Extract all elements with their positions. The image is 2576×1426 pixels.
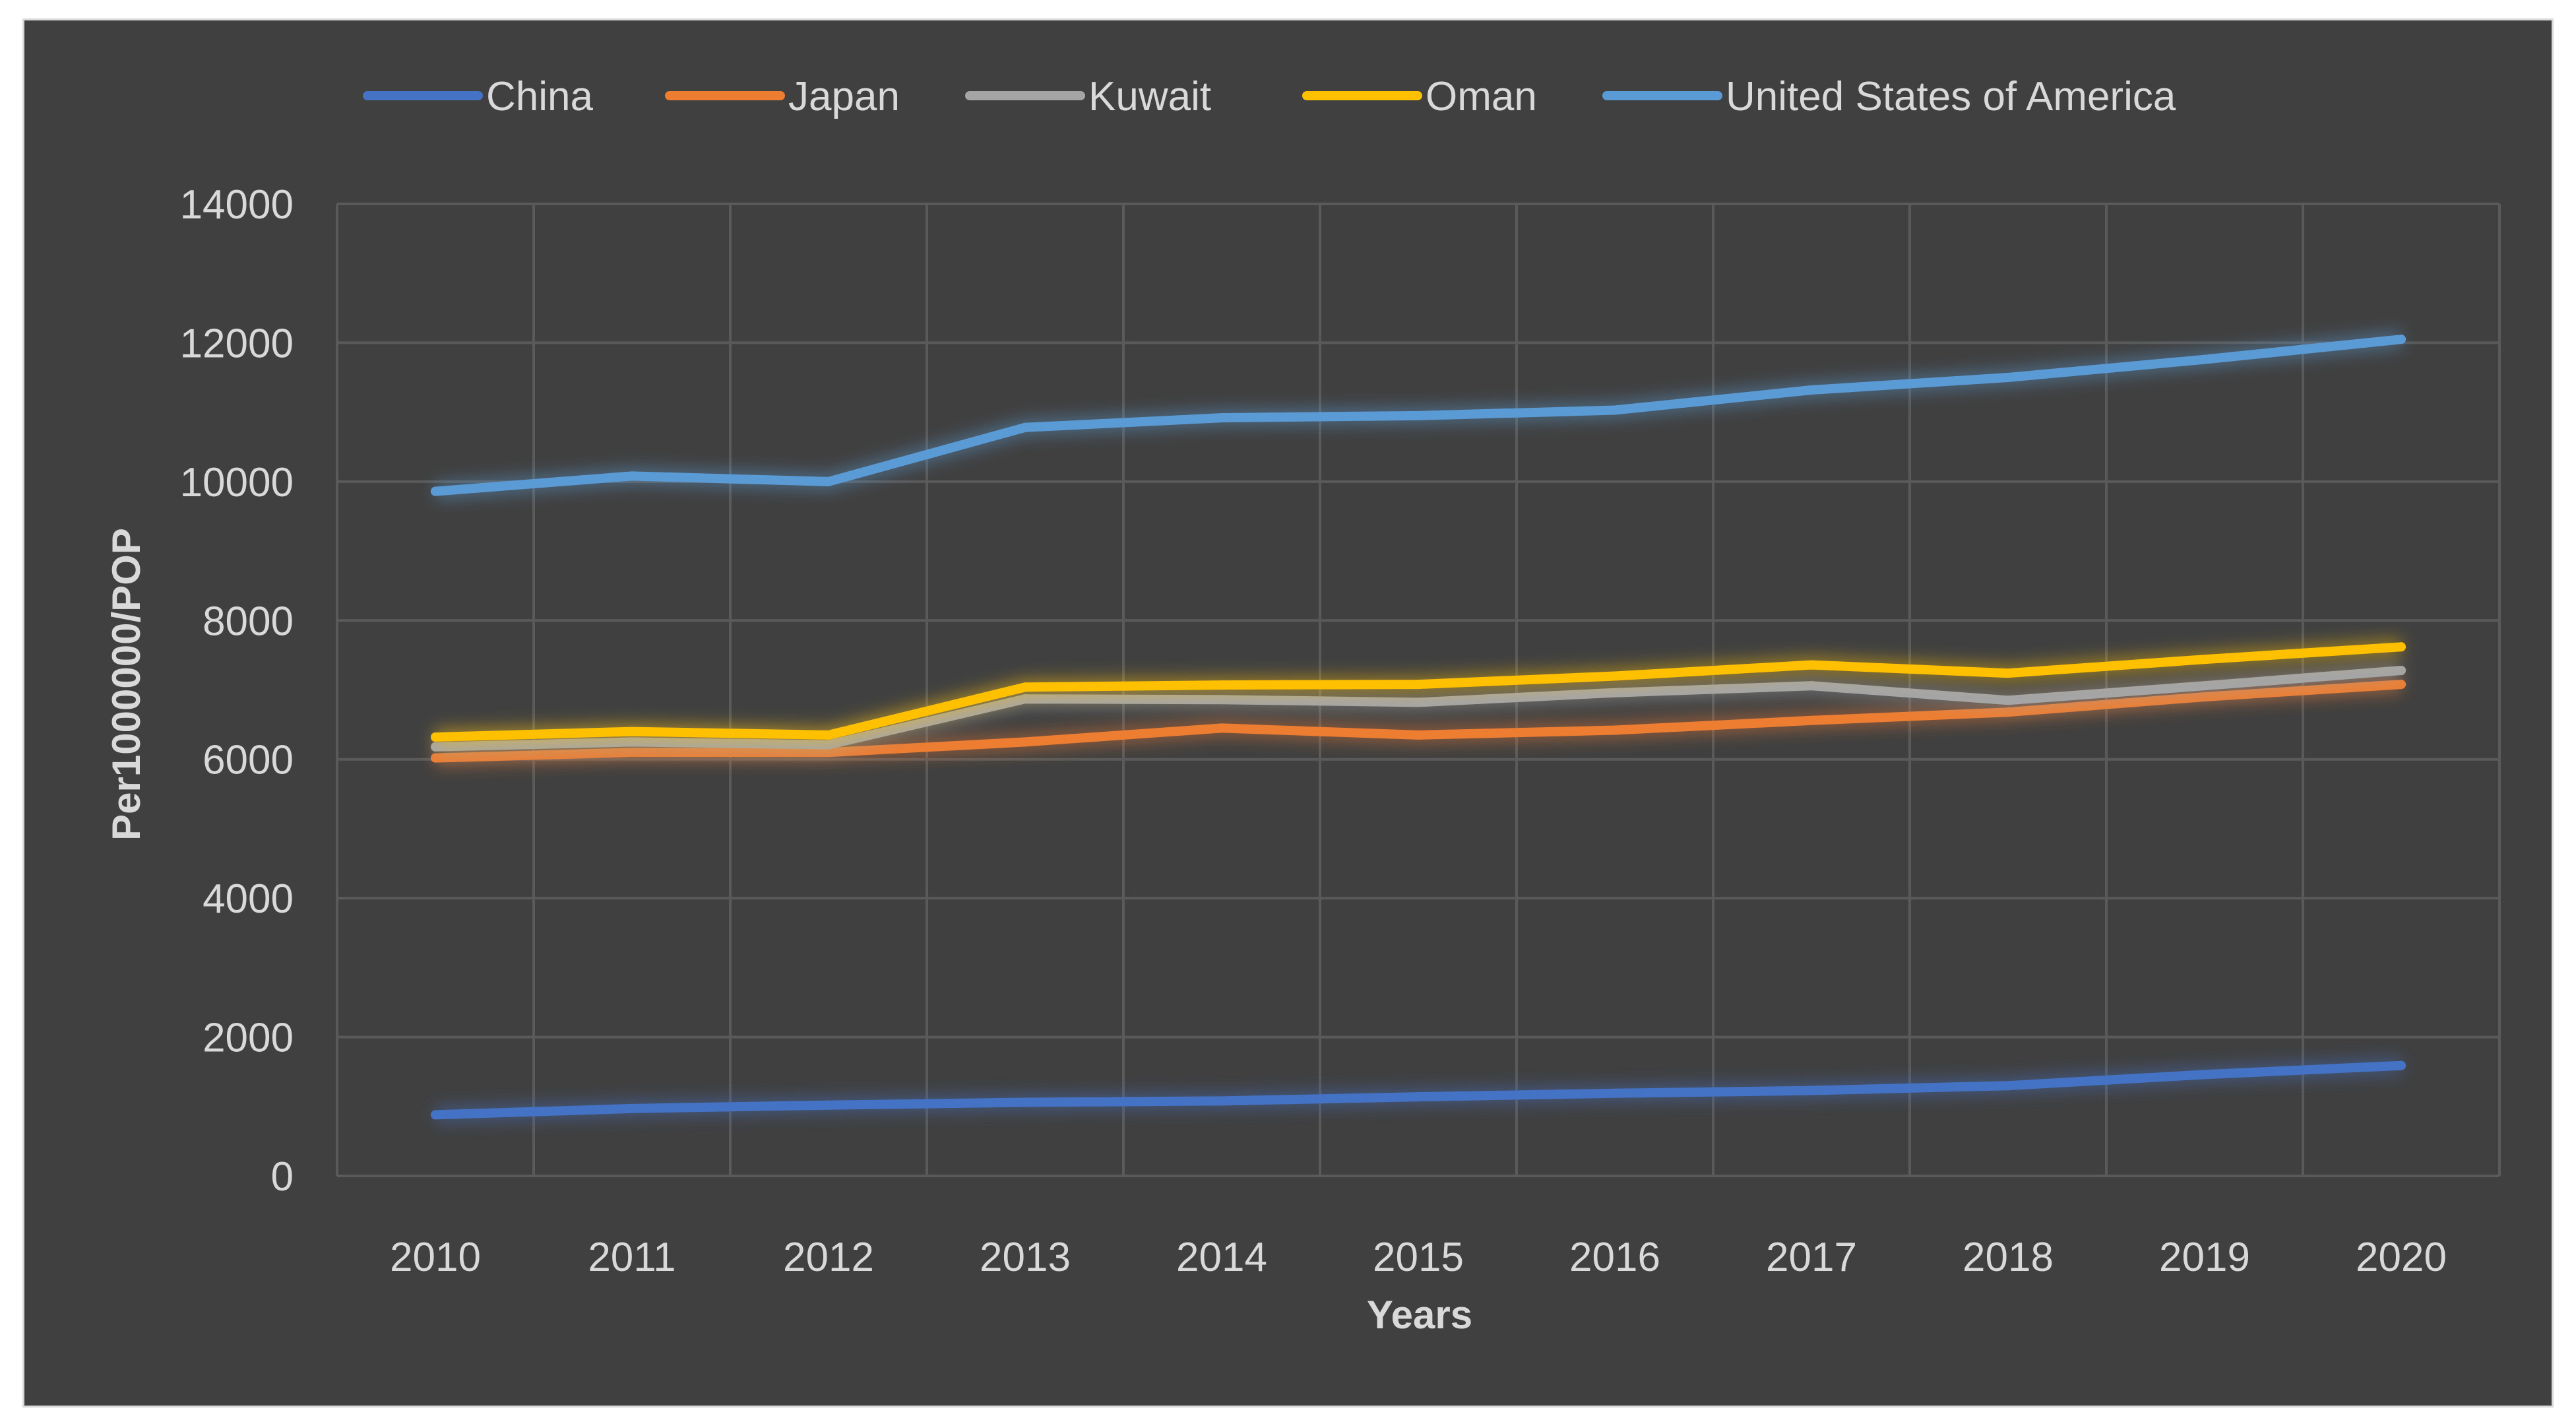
x-tick-label: 2016 xyxy=(1569,1235,1660,1280)
data-point xyxy=(2397,642,2406,652)
data-point xyxy=(1807,715,1816,725)
data-point xyxy=(431,486,440,496)
data-point xyxy=(2397,1060,2406,1070)
data-point xyxy=(1610,671,1619,681)
y-tick-label: 6000 xyxy=(203,738,294,783)
x-tick-label: 2019 xyxy=(2159,1235,2250,1280)
data-point xyxy=(1217,723,1226,733)
x-axis-title: Years xyxy=(1367,1293,1472,1337)
y-axis-tick-labels: 0 2000 4000 6000 8000 10000 12000 14000 xyxy=(180,182,294,1200)
data-point xyxy=(1414,1092,1423,1102)
data-point xyxy=(1807,1086,1816,1095)
data-point xyxy=(2003,707,2013,717)
legend-label: United States of America xyxy=(1726,74,2176,119)
legend-item: Kuwait xyxy=(965,74,1211,119)
y-tick-label: 4000 xyxy=(203,876,294,922)
series-china xyxy=(431,1056,2406,1124)
x-tick-label: 2010 xyxy=(390,1235,481,1280)
legend-label: Japan xyxy=(788,74,900,119)
data-point xyxy=(2003,1081,2013,1091)
data-point xyxy=(431,1110,440,1120)
y-tick-label: 14000 xyxy=(180,182,294,228)
data-point xyxy=(2200,354,2209,364)
data-point xyxy=(1610,688,1619,697)
data-point xyxy=(1021,694,1030,704)
chart-frame: 0 2000 4000 6000 8000 10000 12000 14000 2010 201… xyxy=(22,18,2554,1408)
y-tick-label: 8000 xyxy=(203,599,294,644)
data-point xyxy=(627,727,637,736)
data-point xyxy=(2397,335,2406,344)
data-point xyxy=(2200,1070,2209,1080)
data-point xyxy=(824,476,833,486)
data-point xyxy=(2397,666,2406,676)
series-lines xyxy=(431,331,2406,1124)
data-point xyxy=(431,753,440,763)
data-point xyxy=(1807,385,1816,395)
data-point xyxy=(627,1103,637,1113)
data-point xyxy=(2200,692,2209,702)
x-tick-label: 2017 xyxy=(1766,1235,1857,1280)
x-tick-label: 2011 xyxy=(588,1235,675,1280)
data-point xyxy=(1807,660,1816,670)
legend-item: Oman xyxy=(1302,74,1537,119)
data-point xyxy=(1610,1088,1619,1098)
legend-label: Oman xyxy=(1426,74,1537,119)
series-oman xyxy=(431,638,2406,746)
data-point xyxy=(627,471,637,481)
y-tick-label: 12000 xyxy=(180,321,294,366)
data-point xyxy=(1414,697,1423,707)
x-tick-label: 2014 xyxy=(1176,1235,1267,1280)
data-point xyxy=(1807,681,1816,691)
data-point xyxy=(1021,1097,1030,1107)
data-point xyxy=(1021,737,1030,747)
data-point xyxy=(1217,413,1226,423)
data-point xyxy=(2003,373,2013,383)
data-point xyxy=(2003,696,2013,705)
x-tick-label: 2020 xyxy=(2356,1235,2447,1280)
data-point xyxy=(2397,680,2406,690)
legend: China Japan Kuwait Oman United States of Ame… xyxy=(363,74,2176,119)
data-point xyxy=(824,1100,833,1110)
y-tick-label: 2000 xyxy=(203,1016,294,1061)
data-point xyxy=(1217,680,1226,690)
legend-label: China xyxy=(486,74,594,119)
data-point xyxy=(2003,668,2013,678)
legend-label: Kuwait xyxy=(1088,74,1211,119)
data-point xyxy=(2200,681,2209,691)
legend-item: China xyxy=(363,74,594,119)
data-point xyxy=(1414,410,1423,420)
legend-item: United States of America xyxy=(1602,74,2176,119)
data-point xyxy=(431,732,440,742)
y-tick-label: 0 xyxy=(271,1154,294,1200)
x-axis-tick-labels: 2010 2011 2012 2013 2014 2015 2016 2017 2018 2019… xyxy=(390,1235,2447,1280)
data-point xyxy=(1021,422,1030,432)
data-point xyxy=(1217,1096,1226,1106)
data-point xyxy=(1610,725,1619,735)
data-point xyxy=(1414,730,1423,740)
y-tick-label: 10000 xyxy=(180,460,294,505)
x-tick-label: 2015 xyxy=(1373,1235,1464,1280)
x-tick-label: 2013 xyxy=(980,1235,1071,1280)
data-point xyxy=(1021,682,1030,692)
x-tick-label: 2012 xyxy=(783,1235,874,1280)
x-tick-label: 2018 xyxy=(1963,1235,2054,1280)
data-point xyxy=(824,730,833,740)
data-point xyxy=(1217,695,1226,705)
data-point xyxy=(1610,405,1619,415)
y-axis-title: Per1000000/POP xyxy=(104,528,148,841)
data-point xyxy=(2200,655,2209,664)
data-point xyxy=(1414,680,1423,690)
series-united-states-of-america xyxy=(431,331,2406,500)
legend-item: Japan xyxy=(665,74,900,119)
